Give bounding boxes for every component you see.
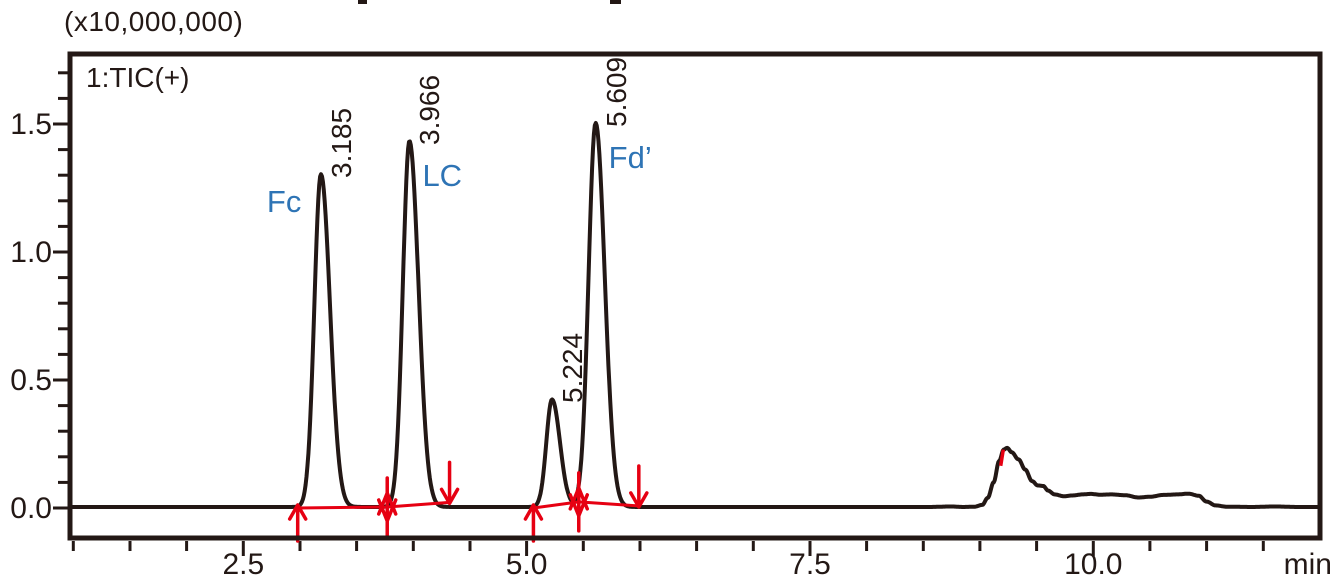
y-axis-ticks xyxy=(53,71,68,510)
cropped-glyph-fragment xyxy=(610,0,621,4)
cropped-glyph-fragment xyxy=(358,0,367,4)
x-tick-label: 7.5 xyxy=(789,548,831,581)
x-tick-label: 10.0 xyxy=(1064,548,1122,581)
plot-border xyxy=(67,51,1323,541)
peak-end-marker xyxy=(629,464,649,509)
slope-marker xyxy=(998,449,1006,467)
peak-valley-marker xyxy=(568,471,590,533)
x-tick-labels: 2.5 5.0 7.5 10.0 xyxy=(222,548,1122,581)
x-axis-ticks xyxy=(71,541,1265,556)
x-unit-label: min xyxy=(1284,548,1332,581)
integration-markers xyxy=(287,460,649,543)
tic-trace xyxy=(67,121,1322,509)
peak-valley-marker xyxy=(376,476,398,538)
y-tick-labels: 0.0 0.5 1.0 1.5 xyxy=(10,108,52,525)
y-tick-label: 1.5 xyxy=(10,108,52,141)
trace-label: 1:TIC(+) xyxy=(86,62,190,93)
y-tick-label: 0.5 xyxy=(10,364,52,397)
y-tick-label: 1.0 xyxy=(10,236,52,269)
x-tick-label: 5.0 xyxy=(506,548,548,581)
x-tick-label: 2.5 xyxy=(222,548,264,581)
y-tick-label: 0.0 xyxy=(10,492,52,525)
peak-end-marker xyxy=(439,460,460,506)
y-axis-multiplier-label: (x10,000,000) xyxy=(64,6,244,37)
